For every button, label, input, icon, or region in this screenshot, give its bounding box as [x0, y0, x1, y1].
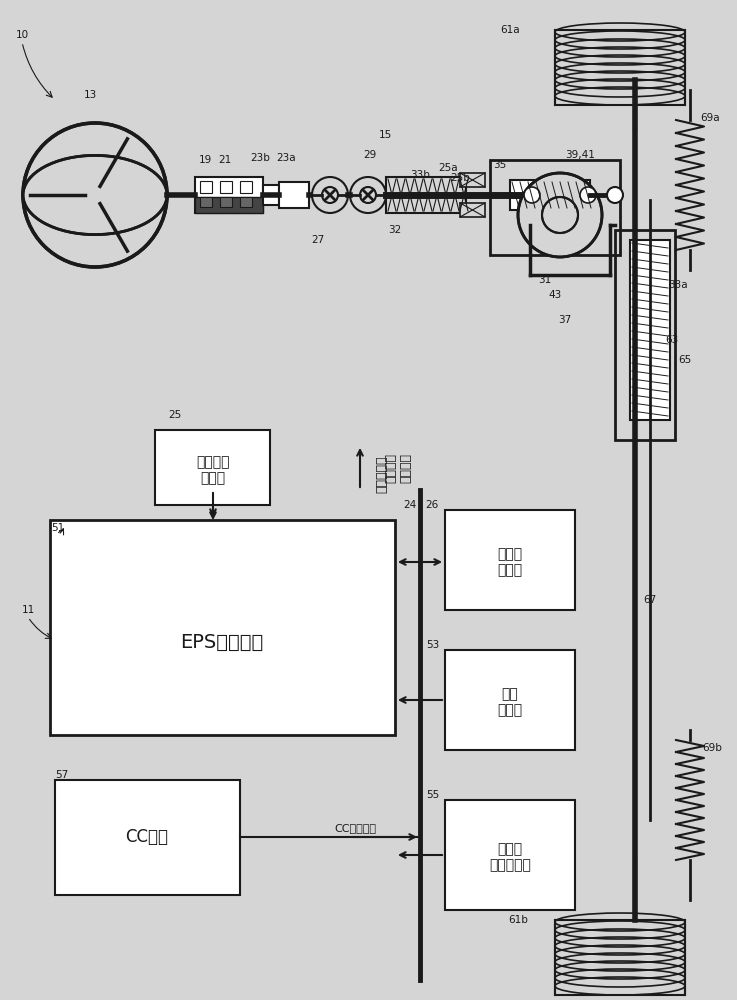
Text: 32: 32 [388, 225, 402, 235]
Text: 37: 37 [559, 315, 572, 325]
Text: 横摆角
速度传感器: 横摆角 速度传感器 [489, 842, 531, 872]
Text: 23a: 23a [276, 153, 296, 163]
Circle shape [322, 187, 338, 203]
Text: 转向角
传感器: 转向角 传感器 [497, 547, 523, 577]
Circle shape [542, 197, 578, 233]
Text: 辅助马达
控制信息: 辅助马达 控制信息 [384, 453, 412, 483]
Bar [220, 181, 232, 193]
Ellipse shape [23, 155, 167, 235]
Bar [555, 920, 685, 995]
Bar [195, 177, 263, 213]
Text: 转向转矩
传感器: 转向转矩 传感器 [196, 455, 230, 485]
Bar [445, 800, 575, 910]
Bar [630, 240, 670, 420]
Bar [155, 430, 270, 505]
Text: 39,41: 39,41 [565, 150, 595, 160]
Text: 57: 57 [55, 770, 69, 780]
Bar [195, 197, 263, 213]
Text: 21: 21 [218, 155, 231, 165]
Text: 55: 55 [427, 790, 440, 800]
Bar [50, 520, 395, 735]
Text: 26: 26 [425, 500, 439, 510]
Text: 10: 10 [15, 30, 29, 40]
Text: 24: 24 [403, 500, 416, 510]
Text: 29: 29 [363, 150, 377, 160]
Text: 27: 27 [311, 235, 324, 245]
Text: 向辅助马达: 向辅助马达 [375, 455, 388, 493]
Bar [263, 185, 279, 205]
Text: 35: 35 [493, 160, 506, 170]
Text: 15: 15 [378, 130, 391, 140]
Circle shape [350, 177, 386, 213]
Text: 31: 31 [538, 275, 551, 285]
Bar [460, 173, 485, 187]
Text: EPS控制装置: EPS控制装置 [181, 633, 264, 652]
Text: 69a: 69a [700, 113, 720, 123]
Bar [615, 230, 675, 440]
Text: 65: 65 [678, 355, 691, 365]
Text: 43: 43 [548, 290, 562, 300]
Text: 61b: 61b [508, 915, 528, 925]
Bar [490, 160, 620, 255]
Bar [445, 510, 575, 610]
Bar [386, 177, 466, 213]
Text: 33a: 33a [668, 280, 688, 290]
Text: 25a: 25a [439, 163, 458, 173]
Bar [555, 30, 685, 105]
Circle shape [360, 187, 376, 203]
Text: CC动作信息: CC动作信息 [334, 823, 376, 833]
Bar [445, 650, 575, 750]
Bar [510, 180, 590, 210]
Circle shape [518, 173, 602, 257]
Text: 车速
传感器: 车速 传感器 [497, 687, 523, 717]
Text: 67: 67 [643, 595, 657, 605]
Text: 33b: 33b [410, 170, 430, 180]
Text: 13: 13 [83, 90, 97, 100]
Bar [200, 181, 212, 193]
Circle shape [85, 185, 105, 205]
Text: CC装置: CC装置 [125, 828, 169, 846]
Bar [200, 197, 212, 207]
Circle shape [23, 123, 167, 267]
Text: 69b: 69b [702, 743, 722, 753]
Bar [279, 182, 309, 208]
Text: 63: 63 [666, 335, 679, 345]
Text: 61a: 61a [500, 25, 520, 35]
Circle shape [524, 187, 540, 203]
Circle shape [607, 187, 623, 203]
Bar [240, 181, 252, 193]
Text: 51: 51 [52, 523, 65, 533]
Text: 11: 11 [21, 605, 35, 615]
Text: 53: 53 [427, 640, 440, 650]
Bar [240, 197, 252, 207]
Text: 23b: 23b [250, 153, 270, 163]
Bar [220, 197, 232, 207]
Text: 25: 25 [168, 410, 181, 420]
Bar [460, 203, 485, 217]
Circle shape [580, 187, 596, 203]
Bar [55, 780, 240, 895]
Text: 25b: 25b [450, 173, 470, 183]
Text: 19: 19 [198, 155, 212, 165]
Circle shape [312, 177, 348, 213]
